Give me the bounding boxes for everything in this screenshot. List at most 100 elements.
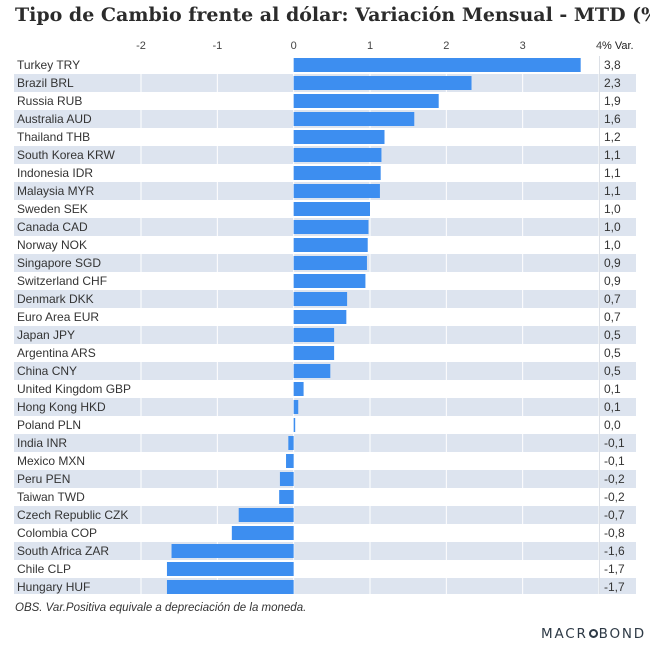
category-label: Taiwan TWD	[17, 490, 85, 504]
bar	[293, 130, 385, 144]
value-label: 0,1	[604, 400, 621, 414]
bar	[293, 310, 347, 324]
value-label: -0,1	[604, 454, 625, 468]
bar	[293, 418, 296, 432]
value-label: 1,0	[604, 238, 621, 252]
value-label: 1,6	[604, 112, 621, 126]
row-stripe	[14, 470, 636, 488]
x-tick-label: 3	[520, 40, 526, 52]
value-label: -0,8	[604, 526, 625, 540]
category-label: Hong Kong HKD	[17, 400, 106, 414]
bar	[166, 562, 294, 576]
bar	[293, 292, 348, 306]
value-label: 1,1	[604, 184, 621, 198]
bar	[293, 238, 368, 252]
value-label: 1,1	[604, 166, 621, 180]
bar	[279, 472, 294, 486]
bar	[293, 274, 366, 288]
category-label: Thailand THB	[17, 130, 90, 144]
bar	[293, 94, 439, 108]
category-label: Hungary HUF	[17, 580, 90, 594]
category-label: Russia RUB	[17, 94, 82, 108]
bar	[166, 580, 294, 594]
bar	[293, 148, 382, 162]
category-label: Singapore SGD	[17, 256, 101, 270]
x-tick-label: 2	[443, 40, 449, 52]
value-label: -0,1	[604, 436, 625, 450]
value-label: 0,5	[604, 364, 621, 378]
value-label: 1,0	[604, 202, 621, 216]
bar	[286, 454, 294, 468]
category-label: Malaysia MYR	[17, 184, 95, 198]
bar	[293, 256, 367, 270]
value-label: -1,7	[604, 580, 625, 594]
value-label: 0,7	[604, 292, 621, 306]
x-tick-label: -2	[136, 40, 146, 52]
value-column-header: % Var.	[602, 40, 634, 52]
macrobond-logo: MACR BOND	[541, 626, 647, 642]
bar	[171, 544, 294, 558]
bar	[293, 328, 335, 342]
category-label: South Korea KRW	[17, 148, 116, 162]
category-label: Mexico MXN	[17, 454, 85, 468]
value-label: 0,9	[604, 274, 621, 288]
value-label: 0,0	[604, 418, 621, 432]
value-label: 0,1	[604, 382, 621, 396]
x-tick-label: 4	[596, 40, 602, 52]
value-label: 1,9	[604, 94, 621, 108]
footnote: OBS. Var.Positiva equivale a depreciació…	[15, 602, 307, 614]
bar	[293, 58, 581, 72]
category-label: China CNY	[17, 364, 77, 378]
value-label: -0,2	[604, 472, 625, 486]
category-label: Indonesia IDR	[17, 166, 93, 180]
category-label: Norway NOK	[17, 238, 87, 252]
row-stripe	[14, 506, 636, 524]
bar	[231, 526, 294, 540]
category-label: Colombia COP	[17, 526, 97, 540]
row-stripe	[14, 398, 636, 416]
value-label: 1,0	[604, 220, 621, 234]
value-label: -0,7	[604, 508, 625, 522]
value-label: 0,9	[604, 256, 621, 270]
value-label: -1,7	[604, 562, 625, 576]
row-stripe	[14, 542, 636, 560]
bar	[279, 490, 294, 504]
bar	[293, 382, 304, 396]
value-label: 0,7	[604, 310, 621, 324]
x-tick-label: 1	[367, 40, 373, 52]
bar	[238, 508, 294, 522]
bar	[293, 364, 331, 378]
bar	[293, 400, 299, 414]
value-label: -0,2	[604, 490, 625, 504]
bar	[288, 436, 294, 450]
chart-title: Tipo de Cambio frente al dólar: Variació…	[15, 4, 650, 26]
category-label: Euro Area EUR	[17, 310, 99, 324]
category-label: Czech Republic CZK	[17, 508, 128, 522]
category-label: Canada CAD	[17, 220, 88, 234]
category-label: South Africa ZAR	[17, 544, 109, 558]
bar-chart: -2 -1 0 1 2 3 4% Var. Turkey TRY 3,8 Brazil BRL 2,…	[14, 40, 636, 594]
category-label: India INR	[17, 436, 67, 450]
category-label: Argentina ARS	[17, 346, 96, 360]
category-label: Chile CLP	[17, 562, 71, 576]
category-label: Sweden SEK	[17, 202, 88, 216]
bar	[293, 76, 472, 90]
bar	[293, 184, 380, 198]
value-label: 0,5	[604, 328, 621, 342]
category-label: Japan JPY	[17, 328, 75, 342]
category-label: Turkey TRY	[17, 58, 80, 72]
category-label: United Kingdom GBP	[17, 382, 131, 396]
category-label: Brazil BRL	[17, 76, 74, 90]
category-label: Peru PEN	[17, 472, 70, 486]
value-label: 0,5	[604, 346, 621, 360]
category-label: Australia AUD	[17, 112, 92, 126]
value-label: 3,8	[604, 58, 621, 72]
bar	[293, 112, 415, 126]
category-label: Poland PLN	[17, 418, 81, 432]
value-label: 1,1	[604, 148, 621, 162]
bar	[293, 166, 381, 180]
row-stripe	[14, 434, 636, 452]
logo-ring-icon	[588, 629, 598, 638]
x-tick-label: -1	[212, 40, 222, 52]
value-label: -1,6	[604, 544, 625, 558]
